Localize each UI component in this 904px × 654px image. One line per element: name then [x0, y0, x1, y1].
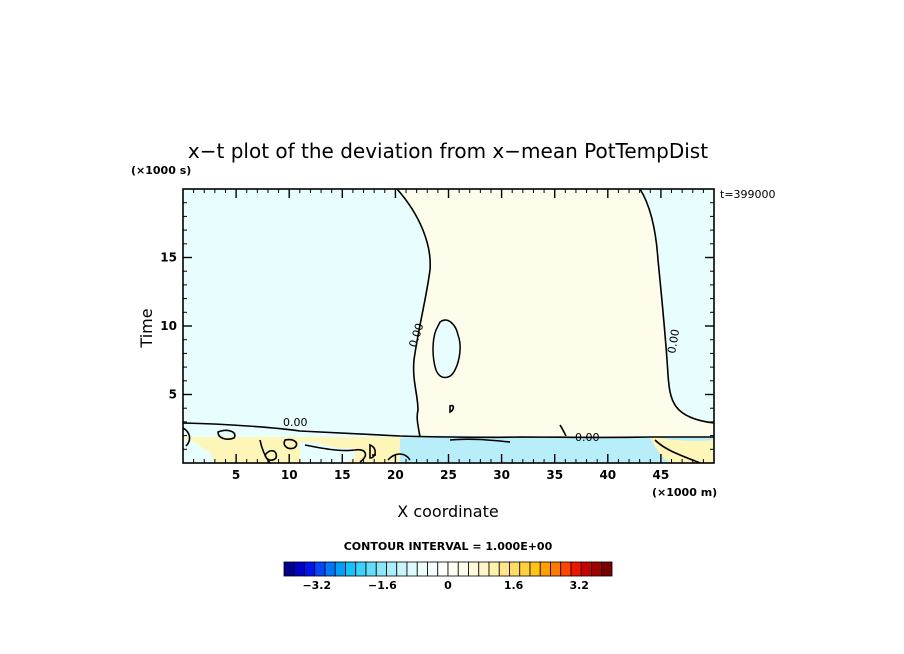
region-positive-middle [397, 189, 714, 437]
colorbar-swatch [293, 561, 305, 577]
colorbar-swatch [365, 561, 377, 577]
colorbar-swatch [488, 561, 500, 577]
region-negative-right [640, 189, 714, 423]
x-tick-label: 30 [493, 468, 510, 482]
contour-band-top [183, 422, 714, 439]
colorbar-swatch [355, 561, 367, 577]
filled-contours [183, 189, 714, 463]
y-tick-label: 5 [169, 388, 177, 402]
y-units-label: (×1000 s) [131, 164, 191, 177]
x-tick-label: 40 [599, 468, 616, 482]
colorbar-swatch [334, 561, 346, 577]
colorbar-tick-label: −3.2 [302, 579, 331, 592]
colorbar-swatch [314, 561, 326, 577]
colorbar-swatch [324, 561, 336, 577]
colorbar-swatch [519, 561, 531, 577]
x-tick-label: 20 [387, 468, 404, 482]
colorbar-swatch [416, 561, 428, 577]
colorbar-tick-label: −1.6 [368, 579, 397, 592]
colorbar-swatch [509, 561, 521, 577]
colorbar-swatch [427, 561, 439, 577]
colorbar-swatch [396, 561, 408, 577]
colorbar-swatch [498, 561, 510, 577]
colorbar: −3.2 −1.6 0 1.6 3.2 [283, 561, 613, 592]
contour-left [396, 189, 431, 438]
y-axis: 5 10 15 [160, 202, 714, 450]
colorbar-swatch [437, 561, 449, 577]
y-tick-label: 10 [160, 319, 177, 333]
colorbar-swatch [591, 561, 603, 577]
colorbar-swatch [468, 561, 480, 577]
y-tick-label: 15 [160, 251, 177, 265]
colorbar-swatch [386, 561, 398, 577]
region-negative-band [400, 435, 714, 463]
x-tick-label: 15 [334, 468, 351, 482]
x-axis: 5 10 15 20 25 30 35 40 45 [193, 189, 704, 482]
x-tick-label: 10 [281, 468, 298, 482]
colorbar-swatch [550, 561, 562, 577]
colorbar-swatch [560, 561, 572, 577]
x-axis-label: X coordinate [397, 502, 498, 521]
colorbar-swatch [539, 561, 551, 577]
colorbar-swatch [304, 561, 316, 577]
colorbar-tick-label: 3.2 [569, 579, 589, 592]
contour-interval-label: CONTOUR INTERVAL = 1.000E+00 [344, 540, 553, 553]
colorbar-swatch [406, 561, 418, 577]
contour-label: 0.00 [283, 416, 308, 429]
y-axis-label: Time [137, 308, 156, 348]
colorbar-tick-label: 1.6 [504, 579, 524, 592]
colorbar-swatch [457, 561, 469, 577]
contour-right [639, 189, 714, 424]
x-tick-label: 5 [232, 468, 240, 482]
chart-title: x−t plot of the deviation from x−mean Po… [188, 139, 708, 163]
island-negative [432, 319, 461, 379]
colorbar-swatch [601, 561, 613, 577]
colorbar-swatch [447, 561, 459, 577]
colorbar-swatch [345, 561, 357, 577]
colorbar-swatch [283, 561, 295, 577]
contour-label: 0.00 [575, 431, 600, 444]
x-tick-label: 45 [653, 468, 670, 482]
x-tick-label: 25 [440, 468, 457, 482]
contour-label: 0.00 [665, 328, 682, 354]
timestamp-label: t=399000 [720, 188, 776, 201]
colorbar-tick-label: 0 [444, 579, 452, 592]
contour-lines [183, 189, 714, 463]
colorbar-swatch [570, 561, 582, 577]
colorbar-swatch [478, 561, 490, 577]
colorbar-swatch [580, 561, 592, 577]
x-units-label: (×1000 m) [652, 486, 717, 499]
colorbar-swatch [375, 561, 387, 577]
colorbar-swatch [529, 561, 541, 577]
x-tick-label: 35 [546, 468, 563, 482]
